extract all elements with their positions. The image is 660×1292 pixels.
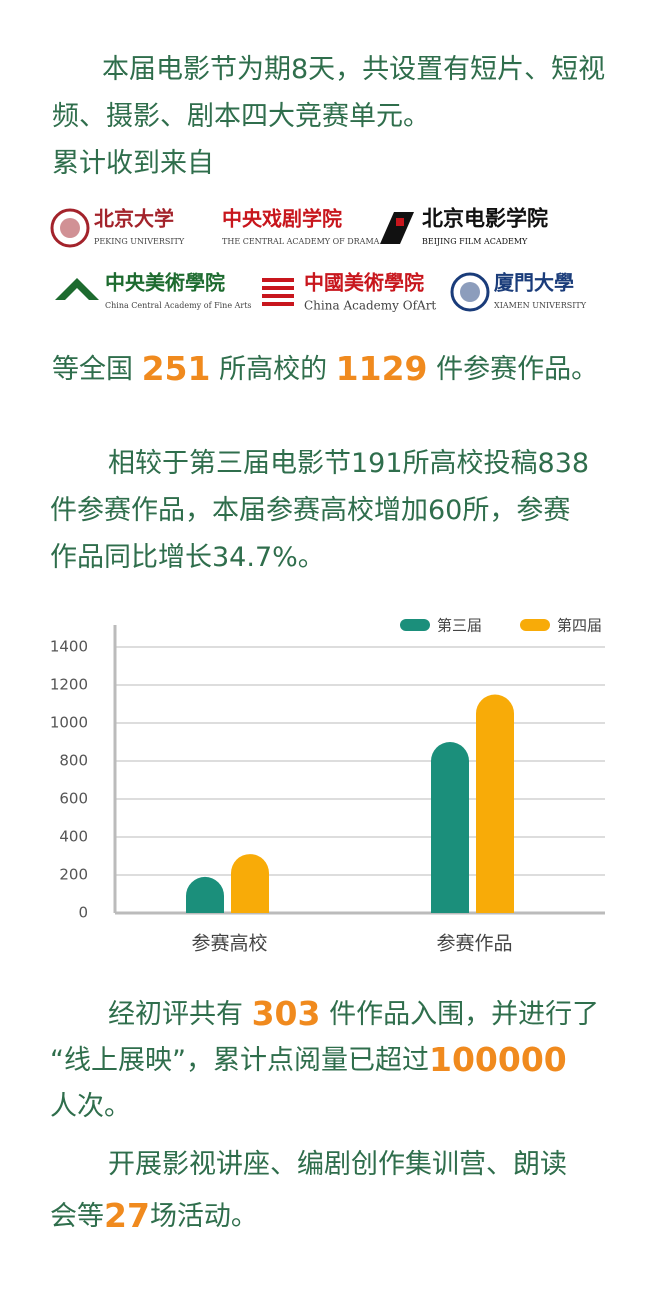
text-run: 相较于第三届电影节191所高校投稿838 [108, 448, 589, 479]
y-tick-label: 800 [59, 752, 88, 770]
bar [476, 694, 514, 913]
logo-name: 北京电影学院 [422, 206, 548, 231]
legend-label: 第三届 [437, 617, 482, 635]
highlight-number: 27 [104, 1196, 150, 1235]
logo-emblem [60, 218, 80, 238]
text-line: 经初评共有 303 件作品入围，并进行了 [108, 994, 599, 1033]
logo-english: China Central Academy of Fine Arts [105, 301, 252, 310]
text-run: 本届电影节为期8天，共设置有短片、短视 [102, 54, 605, 85]
logo-emblem [380, 212, 414, 244]
logo-english: XIAMEN UNIVERSITY [494, 301, 587, 310]
logo-name: 廈門大學 [494, 271, 574, 295]
text-line: 等全国 251 所高校的 1129 件参赛作品。 [52, 349, 598, 388]
logo-emblem [262, 278, 294, 282]
x-tick-label: 参赛作品 [436, 933, 512, 955]
legend-swatch [520, 619, 550, 631]
text-run: 场活动。 [150, 1201, 258, 1232]
logo-name: 中央美術學院 [105, 271, 225, 295]
text-run: 经初评共有 [108, 999, 252, 1030]
y-tick-label: 1400 [50, 638, 88, 656]
logo-english: THE CENTRAL ACADEMY OF DRAMA [222, 237, 380, 246]
y-tick-label: 600 [59, 790, 88, 808]
logo-emblem [262, 302, 294, 306]
legend-label: 第四届 [557, 617, 602, 635]
logo-english: PEKING UNIVERSITY [94, 237, 185, 246]
text-run: 等全国 [52, 354, 142, 385]
x-tick-label: 参赛高校 [191, 933, 267, 955]
logo-english: BEIJING FILM ACADEMY [422, 237, 528, 246]
text-run: 频、摄影、剧本四大竞赛单元。 [52, 101, 430, 132]
text-line: “线上展映”，累计点阅量已超过100000 [50, 1040, 567, 1079]
y-tick-label: 1000 [50, 714, 88, 732]
bar [186, 876, 224, 913]
logo-name: 北京大学 [94, 207, 174, 231]
y-tick-label: 0 [78, 904, 88, 922]
text-run: 累计收到来自 [52, 148, 214, 179]
highlight-number: 251 [142, 349, 211, 388]
logo-emblem [396, 218, 404, 226]
text-run: 人次。 [50, 1091, 131, 1122]
logo-english: China Academy OfArt [304, 299, 436, 313]
text-run: “线上展映”，累计点阅量已超过 [50, 1045, 429, 1076]
text-line: 人次。 [50, 1091, 131, 1122]
text-run: 开展影视讲座、编剧创作集训营、朗读 [108, 1149, 567, 1180]
text-line: 会等27场活动。 [50, 1196, 258, 1235]
text-line: 相较于第三届电影节191所高校投稿838 [108, 448, 589, 479]
y-tick-label: 400 [59, 828, 88, 846]
legend-swatch [400, 619, 430, 631]
text-run: 作品同比增长34.7%。 [50, 542, 325, 573]
bar [431, 742, 469, 913]
logo-emblem [262, 286, 294, 290]
logo-name: 中國美術學院 [304, 271, 424, 295]
text-run: 所高校的 [210, 354, 335, 385]
logo-emblem [262, 294, 294, 298]
highlight-number: 303 [252, 994, 321, 1033]
text-line: 本届电影节为期8天，共设置有短片、短视 [102, 54, 605, 85]
text-line: 累计收到来自 [52, 148, 214, 179]
logo-emblem [450, 272, 490, 312]
bar [231, 854, 269, 913]
logo-emblem [55, 278, 99, 300]
logo-emblem [50, 208, 90, 248]
text-line: 开展影视讲座、编剧创作集训营、朗读 [108, 1149, 567, 1180]
text-line: 作品同比增长34.7%。 [50, 542, 325, 573]
logo-name: 中央戏剧学院 [222, 207, 342, 231]
text-run: 件参赛作品，本届参赛高校增加60所，参赛 [50, 495, 570, 526]
highlight-number: 100000 [429, 1040, 567, 1079]
y-tick-label: 200 [59, 866, 88, 884]
text-line: 频、摄影、剧本四大竞赛单元。 [52, 101, 430, 132]
text-run: 件作品入围，并进行了 [320, 999, 599, 1030]
highlight-number: 1129 [336, 349, 428, 388]
text-run: 会等 [50, 1201, 104, 1232]
logo-emblem [460, 282, 480, 302]
y-tick-label: 1200 [50, 676, 88, 694]
text-run: 件参赛作品。 [428, 354, 599, 385]
text-line: 件参赛作品，本届参赛高校增加60所，参赛 [50, 495, 570, 526]
